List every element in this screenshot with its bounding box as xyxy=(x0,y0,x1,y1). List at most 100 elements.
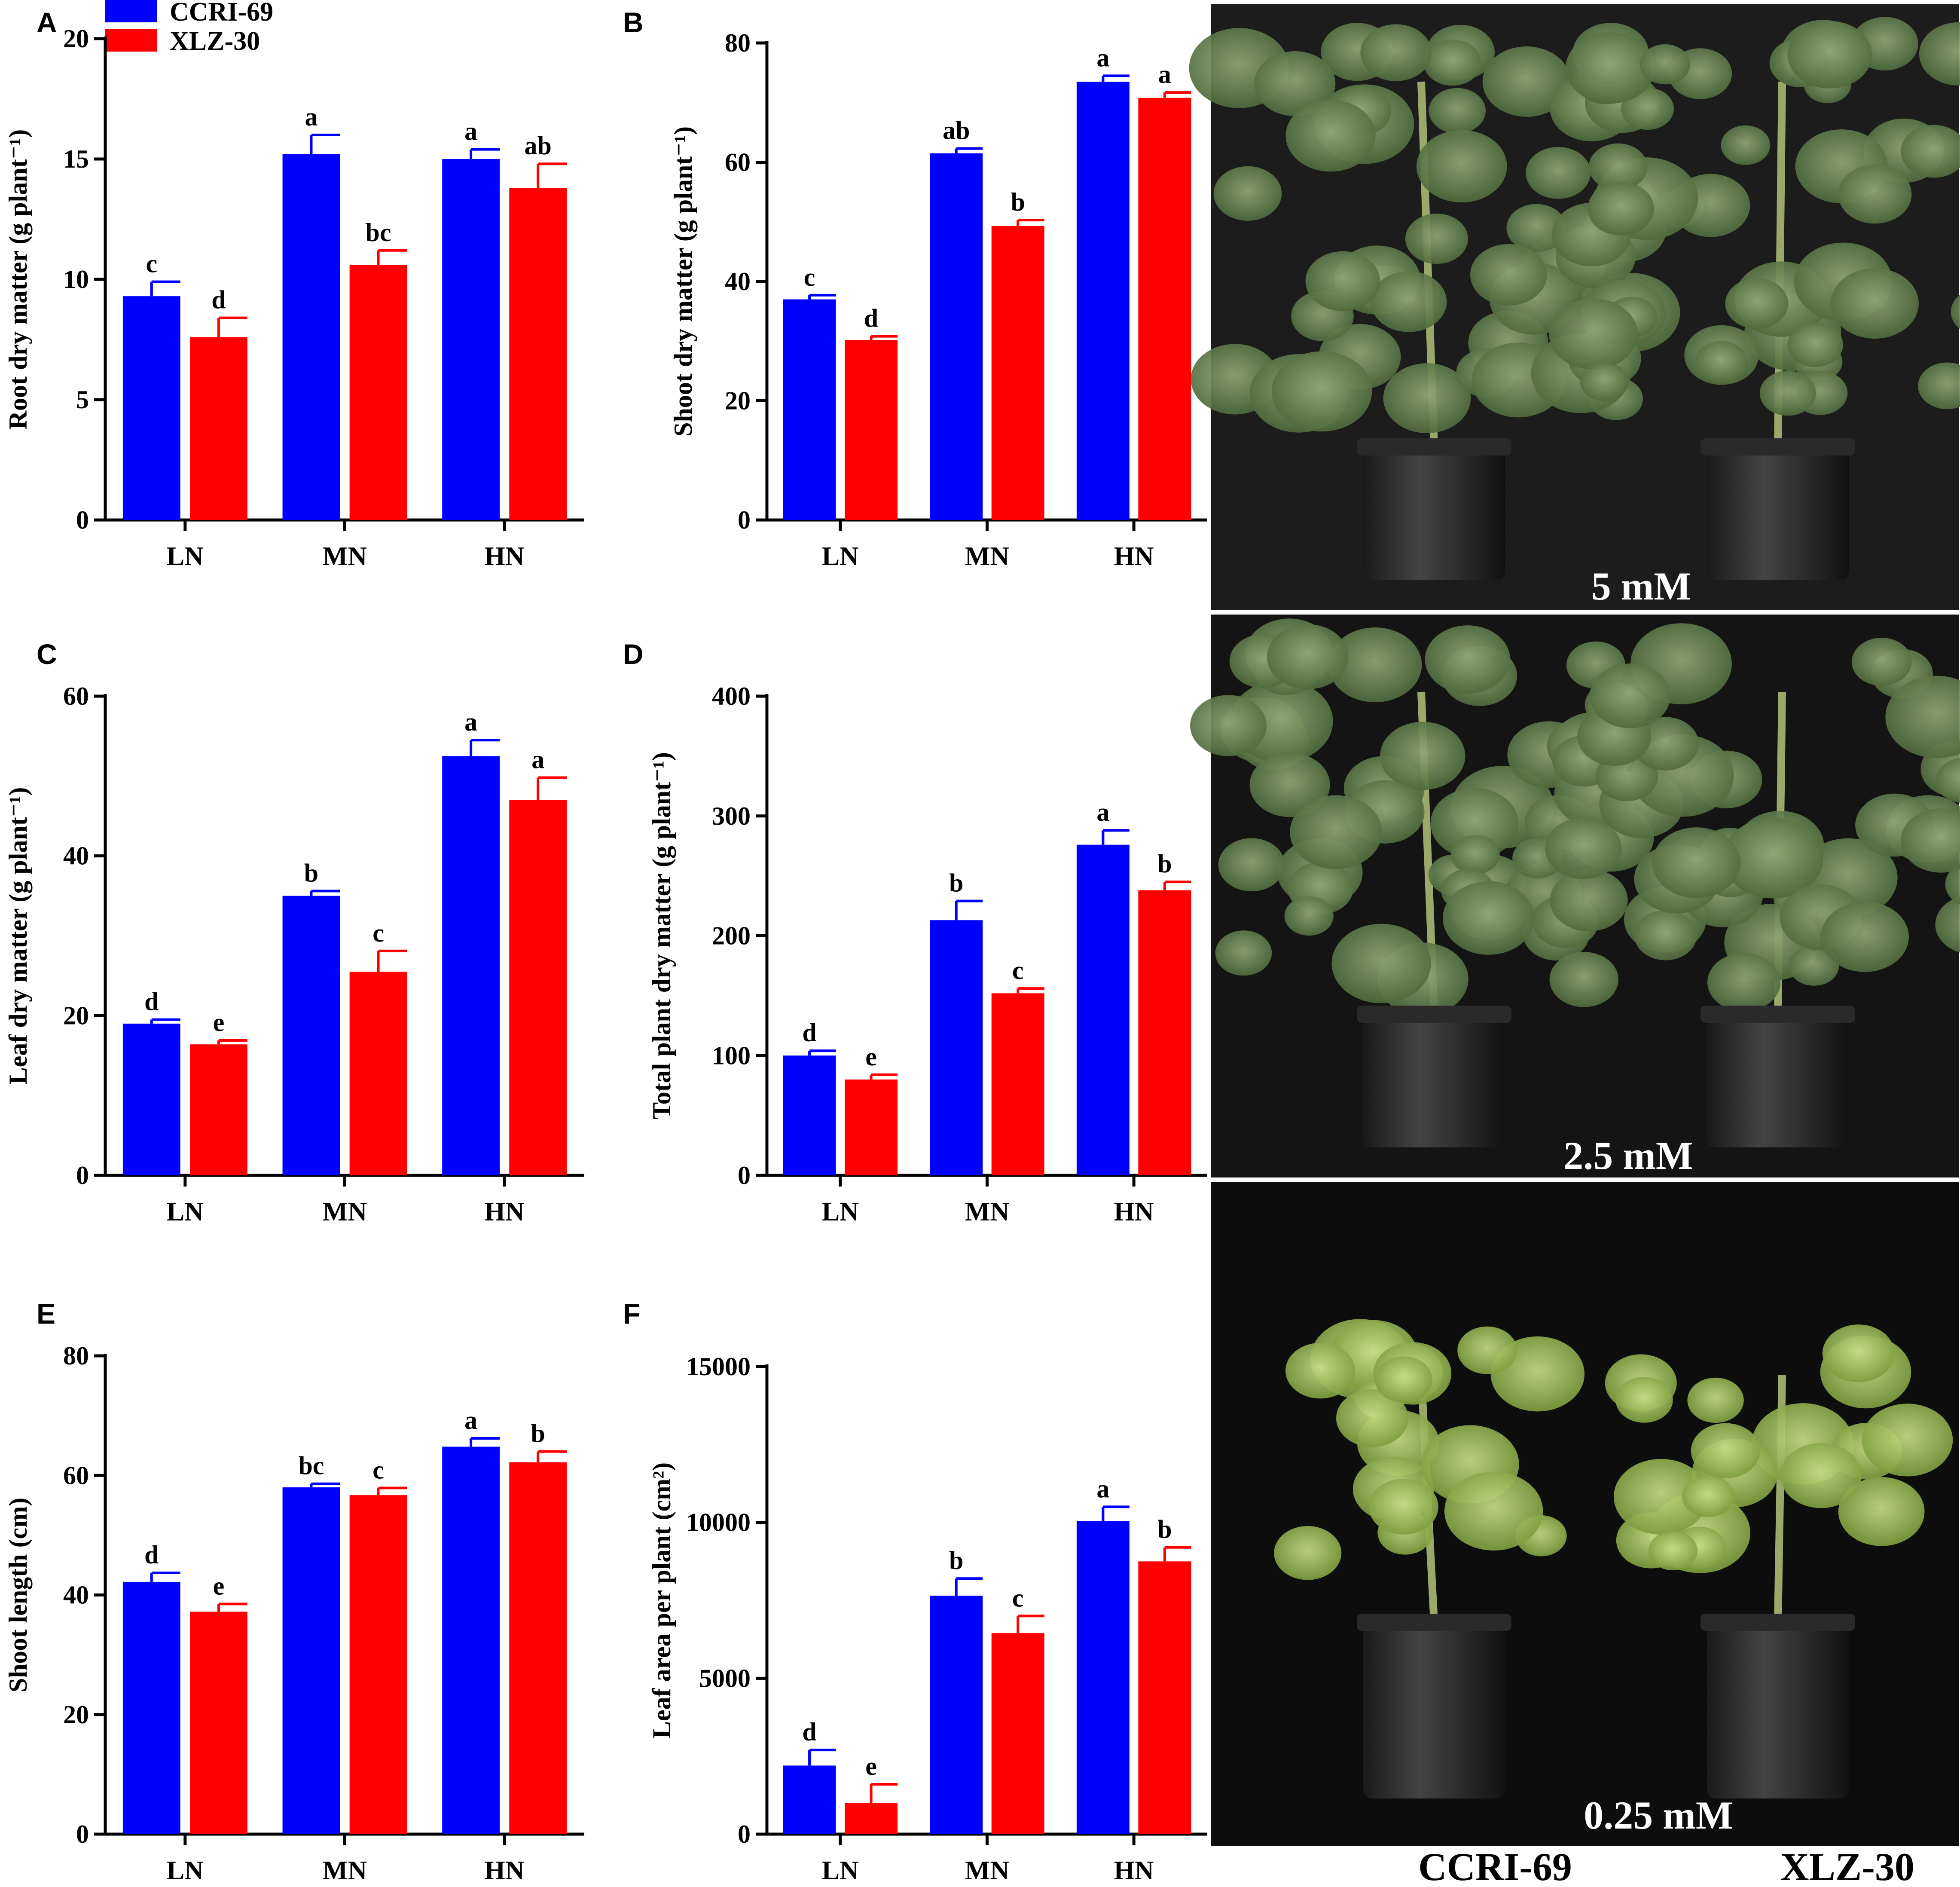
plant-leaf xyxy=(1430,788,1519,859)
bar-ccri-69-hn xyxy=(1076,1521,1130,1834)
y-tick-label: 80 xyxy=(63,1342,89,1370)
x-tick-label: HN xyxy=(485,1856,525,1885)
bar-xlz-30-ln xyxy=(845,1080,898,1175)
y-tick-label: 10 xyxy=(63,265,89,294)
plant-leaf xyxy=(1360,24,1432,81)
plant-leaf xyxy=(1590,664,1671,728)
y-tick-label: 60 xyxy=(63,1461,89,1489)
panel-letter-f: F xyxy=(623,1298,640,1330)
y-tick-label: 60 xyxy=(725,148,751,177)
plant-leaf xyxy=(1759,370,1816,416)
significance-letter: d xyxy=(802,1718,816,1746)
plant-leaf xyxy=(1614,1459,1709,1535)
bar-ccri-69-mn xyxy=(930,1596,983,1834)
x-tick-label: LN xyxy=(167,1197,204,1226)
plant-leaf xyxy=(1328,627,1422,703)
plant-leaf xyxy=(1451,835,1500,875)
photo-caption-xlz-30: XLZ-30 xyxy=(1780,1845,1914,1887)
photo-label: 0.25 mM xyxy=(1584,1793,1733,1837)
plant-leaf xyxy=(1549,952,1619,1007)
plant-leaf xyxy=(1831,268,1919,339)
panel-letter-c: C xyxy=(37,638,57,670)
plant-leaf xyxy=(1526,147,1591,199)
chart-panel-c: C 0 20 40 60 Leaf dry matter (g plant⁻¹) LN d e M… xyxy=(4,638,584,1226)
plant-leaf xyxy=(1821,902,1909,972)
significance-letter: a xyxy=(305,103,318,131)
plant-leaf xyxy=(1285,100,1376,172)
plant-leaf xyxy=(1371,271,1447,332)
y-tick-label: 20 xyxy=(725,387,751,415)
plant-leaf xyxy=(1787,21,1872,89)
y-tick-label: 15000 xyxy=(686,1352,751,1381)
plant-leaf xyxy=(1416,130,1507,203)
plant-leaf xyxy=(1588,182,1655,235)
plant-leaf xyxy=(1639,44,1690,85)
plant-leaf xyxy=(1284,896,1334,936)
plant-pot-rim xyxy=(1357,1614,1511,1631)
bar-xlz-30-hn xyxy=(1138,890,1191,1175)
bar-xlz-30-ln xyxy=(189,337,247,520)
significance-letter: c xyxy=(372,1456,384,1484)
significance-letter: e xyxy=(213,1572,225,1600)
photo-label: 2.5 mM xyxy=(1563,1134,1693,1177)
significance-letter: b xyxy=(1011,188,1025,216)
y-tick-label: 200 xyxy=(712,922,751,950)
significance-letter: e xyxy=(865,1752,877,1780)
plant-leaf xyxy=(1336,1389,1408,1447)
bar-ccri-69-ln xyxy=(122,296,180,520)
y-tick-label: 20 xyxy=(63,1001,89,1030)
plant-leaf xyxy=(1787,322,1843,367)
bar-ccri-69-hn xyxy=(442,1447,500,1834)
significance-letter: b xyxy=(1157,1515,1172,1544)
plant-photo-0-25mm: 0.25 mM xyxy=(1211,1182,1959,1846)
plant-leaf xyxy=(1254,51,1336,116)
significance-letter: ab xyxy=(943,116,970,145)
significance-letter: b xyxy=(949,1546,963,1575)
plant-leaf xyxy=(1652,827,1741,898)
bar-xlz-30-hn xyxy=(509,800,567,1175)
plant-leaf xyxy=(1215,930,1272,976)
plant-leaf xyxy=(1429,88,1486,134)
panel-letter-b: B xyxy=(623,6,644,38)
plant-leaf xyxy=(1919,22,1960,86)
plant-leaf xyxy=(1423,39,1481,86)
plant-leaf xyxy=(1588,143,1648,190)
plant-leaf xyxy=(1506,204,1567,252)
plant-pot-rim xyxy=(1700,1006,1855,1023)
plant-leaf xyxy=(1634,910,1697,960)
significance-letter: a xyxy=(1096,798,1109,826)
plant-leaf xyxy=(1213,166,1282,221)
plant-pot-rim xyxy=(1700,438,1855,456)
significance-letter: a xyxy=(1096,43,1109,72)
bar-ccri-69-ln xyxy=(783,1765,836,1834)
plant-leaf xyxy=(1621,87,1674,130)
plant-leaf xyxy=(1580,362,1628,401)
bar-xlz-30-mn xyxy=(991,1633,1044,1834)
x-tick-label: MN xyxy=(965,542,1009,571)
significance-letter: c xyxy=(372,919,384,947)
x-tick-label: LN xyxy=(167,542,204,571)
plant-leaf xyxy=(1694,341,1748,384)
plant-leaf xyxy=(1405,214,1468,264)
x-tick-label: MN xyxy=(965,1856,1009,1885)
y-tick-label: 0 xyxy=(738,1161,751,1190)
significance-letter: bc xyxy=(366,218,391,247)
significance-letter: b xyxy=(531,1419,545,1448)
significance-letter: b xyxy=(949,869,963,897)
plant-leaf xyxy=(1682,1475,1734,1517)
bar-xlz-30-hn xyxy=(1138,98,1191,520)
plant-leaf xyxy=(1725,278,1789,329)
plant-leaf xyxy=(1918,362,1960,410)
plant-leaf xyxy=(1851,638,1912,686)
plant-leaf xyxy=(1549,298,1638,370)
significance-letter: d xyxy=(144,1541,159,1569)
plant-pot xyxy=(1707,1010,1849,1147)
significance-letter: c xyxy=(1012,956,1024,985)
panel-letter-d: D xyxy=(623,638,644,670)
bar-ccri-69-mn xyxy=(282,154,340,520)
y-tick-label: 0 xyxy=(76,1161,89,1190)
y-tick-label: 300 xyxy=(712,802,751,830)
photo-label: 5 mM xyxy=(1591,564,1691,608)
plant-leaf xyxy=(1218,838,1285,892)
